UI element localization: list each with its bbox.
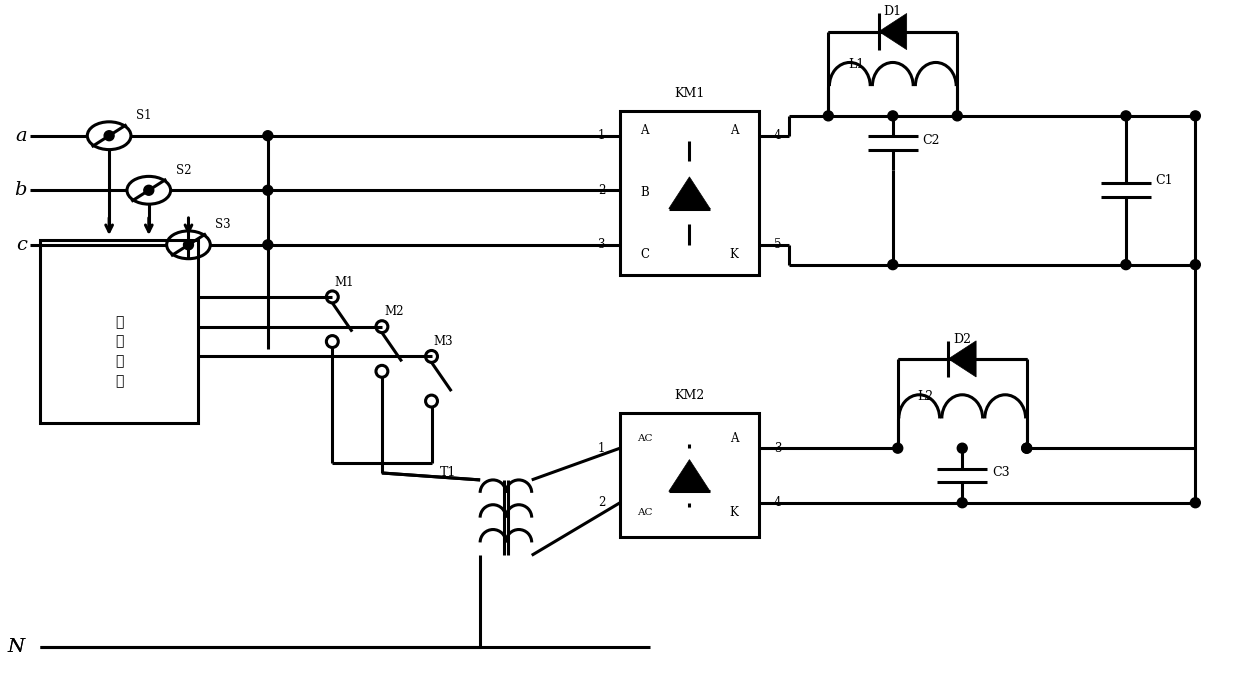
- Text: M1: M1: [335, 276, 353, 289]
- Text: A: A: [730, 124, 738, 137]
- Text: S1: S1: [136, 110, 151, 122]
- Text: b: b: [15, 181, 27, 199]
- Text: 5: 5: [774, 238, 781, 251]
- Circle shape: [888, 111, 898, 121]
- Circle shape: [1121, 111, 1131, 121]
- Bar: [620, 414, 759, 537]
- Text: T1: T1: [440, 466, 456, 480]
- Text: 控: 控: [115, 314, 123, 329]
- Text: D2: D2: [954, 332, 971, 346]
- Text: N: N: [7, 638, 25, 656]
- Text: 1: 1: [598, 129, 605, 142]
- Circle shape: [144, 185, 154, 195]
- Text: KM1: KM1: [675, 87, 704, 99]
- Text: KM2: KM2: [675, 389, 704, 402]
- Circle shape: [957, 498, 967, 508]
- Circle shape: [1190, 111, 1200, 121]
- Text: 路: 路: [115, 374, 123, 388]
- Circle shape: [263, 130, 273, 141]
- Text: 2: 2: [598, 496, 605, 509]
- Polygon shape: [668, 459, 711, 491]
- Text: 制: 制: [115, 335, 123, 348]
- Circle shape: [957, 443, 967, 453]
- Text: A: A: [641, 124, 649, 137]
- Text: K: K: [729, 506, 739, 519]
- Circle shape: [104, 130, 114, 141]
- Text: M3: M3: [434, 335, 454, 348]
- Text: 1: 1: [598, 441, 605, 455]
- Circle shape: [1121, 260, 1131, 270]
- Circle shape: [1190, 260, 1200, 270]
- Text: S3: S3: [216, 219, 231, 232]
- Circle shape: [1190, 498, 1200, 508]
- Circle shape: [263, 240, 273, 250]
- Bar: [620, 111, 759, 275]
- Circle shape: [1022, 443, 1032, 453]
- Circle shape: [263, 185, 273, 195]
- Polygon shape: [668, 177, 711, 209]
- Text: AC: AC: [637, 434, 652, 443]
- Circle shape: [952, 111, 962, 121]
- Text: 2: 2: [598, 184, 605, 197]
- Polygon shape: [949, 341, 976, 377]
- Text: A: A: [730, 432, 738, 445]
- Text: 电: 电: [115, 355, 123, 369]
- Circle shape: [184, 240, 193, 250]
- Text: N: N: [7, 638, 25, 656]
- Circle shape: [823, 111, 833, 121]
- Text: 3: 3: [774, 441, 781, 455]
- Circle shape: [888, 260, 898, 270]
- Polygon shape: [879, 13, 906, 49]
- Text: S2: S2: [176, 164, 191, 177]
- Text: C: C: [640, 248, 650, 261]
- Text: 4: 4: [774, 129, 781, 142]
- Text: 3: 3: [598, 238, 605, 251]
- Bar: [40, 240, 198, 423]
- Circle shape: [893, 443, 903, 453]
- Text: AC: AC: [637, 508, 652, 517]
- Text: M2: M2: [384, 305, 403, 319]
- Text: c: c: [16, 236, 27, 254]
- Text: B: B: [640, 186, 650, 199]
- Text: C3: C3: [992, 466, 1009, 480]
- Text: C2: C2: [923, 134, 940, 147]
- Text: D1: D1: [884, 6, 901, 18]
- Text: K: K: [729, 248, 739, 261]
- Text: a: a: [15, 127, 27, 145]
- Text: L1: L1: [848, 58, 864, 71]
- Text: 4: 4: [774, 496, 781, 509]
- Text: L2: L2: [918, 390, 934, 403]
- Text: C1: C1: [1156, 174, 1173, 187]
- Circle shape: [1022, 443, 1032, 453]
